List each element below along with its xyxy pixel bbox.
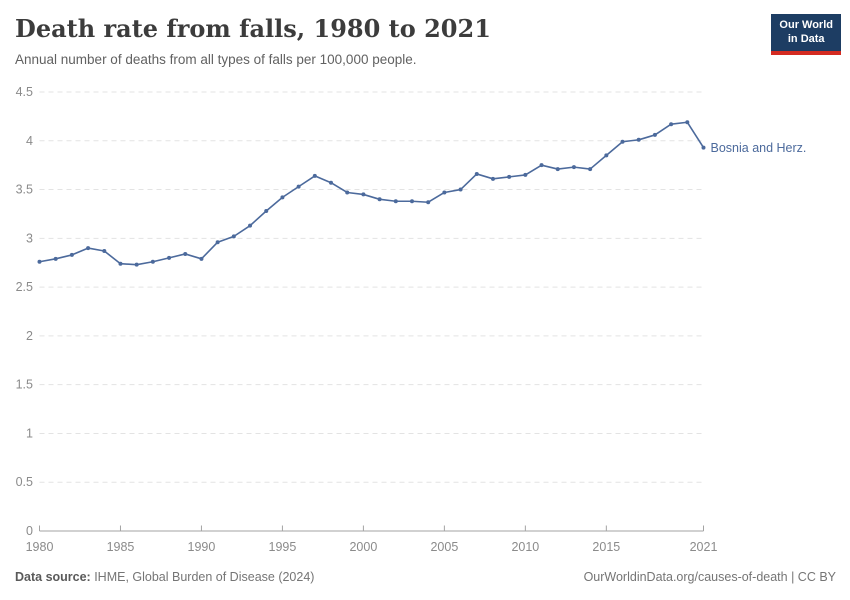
data-point[interactable] xyxy=(604,153,609,158)
data-point[interactable] xyxy=(118,261,123,266)
x-axis-tick-label: 2015 xyxy=(592,540,620,554)
x-axis-tick-label: 2010 xyxy=(511,540,539,554)
data-point[interactable] xyxy=(296,184,301,189)
owid-logo-line2: in Data xyxy=(787,32,825,45)
data-point[interactable] xyxy=(345,190,350,195)
x-axis-tick-label: 1985 xyxy=(107,540,135,554)
data-point[interactable] xyxy=(571,165,576,170)
data-point[interactable] xyxy=(523,172,528,177)
chart-subtitle: Annual number of deaths from all types o… xyxy=(15,52,417,67)
x-axis-tick-label: 1980 xyxy=(26,540,54,554)
x-axis-tick-label: 1995 xyxy=(269,540,297,554)
data-point[interactable] xyxy=(377,197,382,202)
y-axis-tick-label: 1 xyxy=(26,426,33,440)
data-point[interactable] xyxy=(669,122,674,127)
data-point[interactable] xyxy=(652,132,657,137)
x-axis-tick-label: 2000 xyxy=(349,540,377,554)
data-point[interactable] xyxy=(426,200,431,205)
y-axis-tick-label: 2 xyxy=(26,329,33,343)
data-point[interactable] xyxy=(183,251,188,256)
data-point[interactable] xyxy=(231,234,236,239)
data-point[interactable] xyxy=(215,240,220,245)
data-point[interactable] xyxy=(86,246,91,251)
data-point[interactable] xyxy=(490,176,495,181)
data-point[interactable] xyxy=(150,259,155,264)
chart-title: Death rate from falls, 1980 to 2021 xyxy=(15,14,491,43)
data-point[interactable] xyxy=(53,256,58,261)
series-line xyxy=(39,121,705,266)
data-point[interactable] xyxy=(248,223,253,228)
series-entity-label[interactable]: Bosnia and Herz. xyxy=(711,141,807,155)
data-point[interactable] xyxy=(199,256,204,261)
data-point[interactable] xyxy=(685,120,690,125)
data-point[interactable] xyxy=(507,174,512,179)
data-source-label: Data source: xyxy=(15,570,91,584)
data-point[interactable] xyxy=(458,187,463,192)
x-axis-tick-label: 1990 xyxy=(188,540,216,554)
data-point[interactable] xyxy=(167,255,172,260)
owid-logo-line1: Our World xyxy=(779,19,833,31)
y-axis-tick-label: 2.5 xyxy=(16,280,33,294)
y-axis-tick-label: 4.5 xyxy=(16,85,33,99)
y-axis-tick-label: 3 xyxy=(26,231,33,245)
owid-logo[interactable]: Our World in Data xyxy=(771,14,841,55)
data-point[interactable] xyxy=(636,137,641,142)
y-axis-tick-label: 3.5 xyxy=(16,183,33,197)
data-source-note: Data source: IHME, Global Burden of Dise… xyxy=(15,570,314,584)
data-point[interactable] xyxy=(280,195,285,200)
data-point[interactable] xyxy=(701,145,706,150)
y-axis-tick-label: 1.5 xyxy=(16,378,33,392)
data-point[interactable] xyxy=(555,167,560,172)
x-axis-tick-label: 2021 xyxy=(690,540,718,554)
credit-link[interactable]: OurWorldinData.org/causes-of-death | CC … xyxy=(583,570,836,584)
data-point[interactable] xyxy=(134,262,139,267)
x-axis-tick-label: 2005 xyxy=(430,540,458,554)
data-point[interactable] xyxy=(312,173,317,178)
y-axis-tick-label: 4 xyxy=(26,134,33,148)
data-point[interactable] xyxy=(442,190,447,195)
data-point[interactable] xyxy=(264,209,269,214)
data-point[interactable] xyxy=(620,139,625,144)
data-point[interactable] xyxy=(361,192,366,197)
data-point[interactable] xyxy=(329,180,334,185)
data-point[interactable] xyxy=(37,259,42,264)
data-point[interactable] xyxy=(393,199,398,204)
data-point[interactable] xyxy=(539,163,544,168)
y-axis-tick-label: 0 xyxy=(26,524,33,538)
data-point[interactable] xyxy=(474,171,479,176)
data-point[interactable] xyxy=(102,249,107,254)
data-point[interactable] xyxy=(588,167,593,172)
chart-footer: Data source: IHME, Global Burden of Dise… xyxy=(0,566,850,592)
y-axis-tick-label: 0.5 xyxy=(16,475,33,489)
data-point[interactable] xyxy=(69,252,74,257)
data-point[interactable] xyxy=(409,199,414,204)
data-source-text: IHME, Global Burden of Disease (2024) xyxy=(90,570,315,584)
